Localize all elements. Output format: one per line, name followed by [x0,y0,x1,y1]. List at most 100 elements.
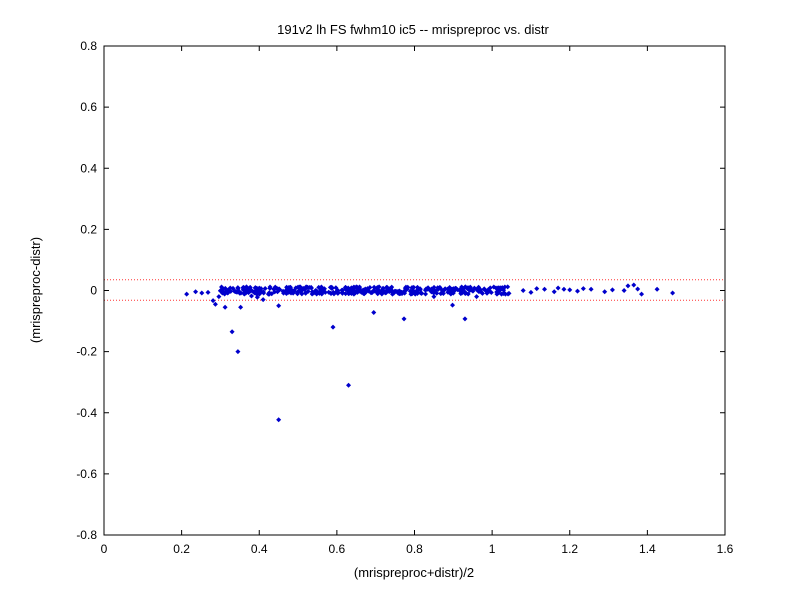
y-tick-label: 0 [90,284,97,298]
data-point [247,284,253,290]
data-point [505,284,511,290]
data-point [435,285,441,291]
data-point [575,288,581,294]
data-point [621,288,627,293]
y-tick-label: 0.4 [80,161,97,175]
data-point [631,282,637,288]
data-point [567,287,573,293]
data-point [551,289,557,295]
data-point [542,286,548,292]
x-tick-label: 1.4 [639,542,656,556]
data-point [474,287,480,293]
data-point [235,349,241,355]
data-point [237,290,243,296]
data-point [330,324,336,330]
data-point [561,286,567,292]
data-point [484,289,490,295]
data-point [371,310,377,316]
data-point [462,316,468,322]
data-point [405,284,411,290]
data-point [555,285,561,291]
data-point [346,382,352,388]
data-point [219,284,225,290]
chart-title: 191v2 lh FS fwhm10 ic5 -- mrispreproc vs… [277,22,549,37]
data-point [376,288,382,294]
data-point [639,291,645,297]
data-point [319,291,325,297]
data-point [290,290,296,296]
data-point [493,285,499,291]
data-point [342,284,348,290]
data-point [431,294,437,300]
data-point [465,285,471,291]
data-point [351,289,357,295]
x-tick-label: 1.2 [561,542,578,556]
data-point [321,288,327,294]
data-point [313,287,319,293]
y-tick-label: -0.4 [76,406,97,420]
y-axis-label: (mrispreproc-distr) [28,237,43,343]
data-point [346,290,352,296]
data-point [398,290,404,296]
data-point [257,289,263,295]
y-tick-label: 0.2 [80,222,97,236]
y-tick-label: -0.6 [76,467,97,481]
data-point [450,302,456,308]
data-point [580,286,586,292]
data-point [222,304,228,310]
data-point [432,288,438,294]
data-point [409,291,415,297]
x-tick-label: 0.8 [406,542,423,556]
data-point [609,287,615,293]
data-point [534,286,540,292]
data-point [424,286,430,292]
data-point [254,294,260,300]
data-point [238,304,244,310]
data-point [302,290,308,296]
data-point [266,290,272,296]
data-point [199,290,205,296]
y-tick-label: 0.8 [80,39,97,53]
data-point [379,287,385,293]
data-point [276,417,282,423]
data-point [520,288,526,293]
data-point [635,286,641,292]
data-point [329,285,335,291]
x-tick-label: 0.6 [329,542,346,556]
data-point [272,284,278,290]
y-tick-label: -0.2 [76,345,97,359]
x-tick-label: 0 [101,542,108,556]
x-tick-label: 0.4 [251,542,268,556]
data-point [384,284,390,290]
data-point [528,289,534,295]
data-point [308,284,314,290]
data-point [333,289,339,295]
data-point [240,287,246,293]
data-point [235,285,241,291]
data-point [452,286,458,292]
data-point [368,290,374,296]
data-point [389,291,395,297]
data-point [360,288,366,294]
data-point [326,289,332,295]
data-point [502,284,508,290]
data-point [339,287,345,293]
data-point [260,297,266,303]
data-point [418,290,424,296]
x-axis-label: (mrispreproc+distr)/2 [354,565,474,580]
data-point [216,294,222,300]
data-point [219,290,225,296]
data-point [258,286,264,292]
data-point [343,291,349,297]
data-point [254,291,260,297]
data-point [252,285,258,291]
data-point [248,293,254,299]
data-point [294,291,300,297]
data-point [602,289,608,295]
y-tick-label: -0.8 [76,528,97,542]
data-points [184,282,676,423]
data-point [212,301,218,307]
data-point [401,316,407,322]
data-point [262,285,268,291]
data-point [415,286,421,292]
